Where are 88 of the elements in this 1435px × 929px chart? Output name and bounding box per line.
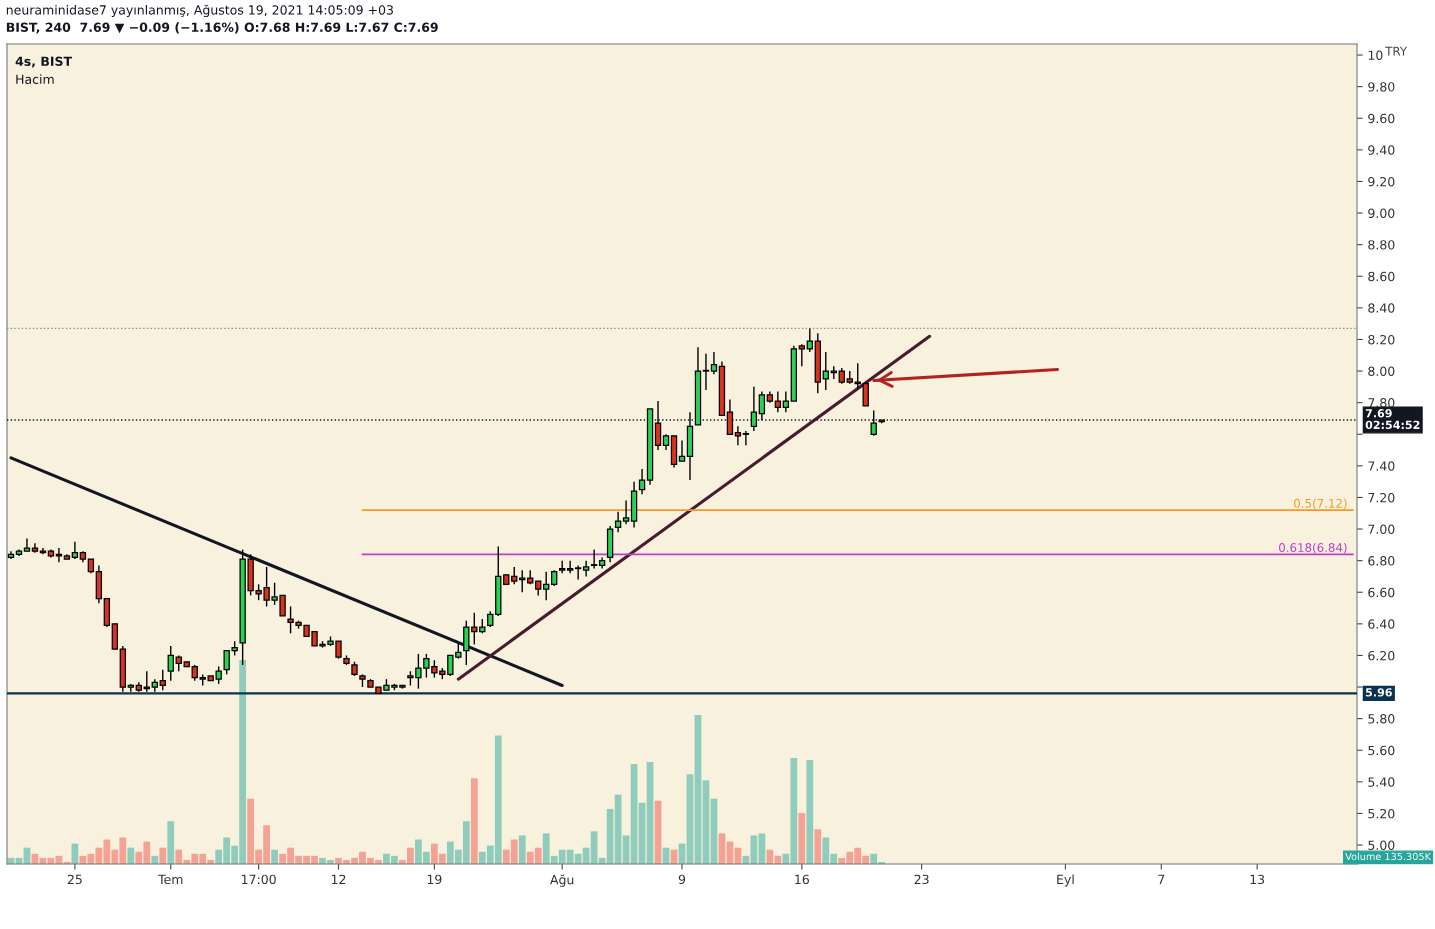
candlestick <box>862 381 869 407</box>
annotation: 4s, BIST <box>15 56 72 68</box>
y-tick-label: 5.00 <box>1368 840 1395 850</box>
annotation: Hacim <box>16 74 54 85</box>
y-tick-label: 7.00 <box>1368 524 1395 534</box>
y-tick-label: 5.80 <box>1368 714 1395 724</box>
bar <box>159 847 167 864</box>
chart-title: neuraminidase7 yayınlanmış, Ağustos 19, 2021 14:05:09 +03 <box>6 4 393 18</box>
y-tick-label: 9.80 <box>1368 82 1395 92</box>
y-axis-title: TRY <box>1385 46 1408 56</box>
candlestick <box>127 683 134 693</box>
bar <box>814 829 822 864</box>
y-tick-label: 6.40 <box>1368 619 1395 629</box>
candlestick <box>870 409 877 437</box>
candlestick <box>774 390 782 413</box>
candlestick <box>758 390 766 421</box>
y-tick-label: 5.40 <box>1368 777 1395 787</box>
y-tick-label: 9.00 <box>1368 208 1395 218</box>
bar <box>470 778 478 864</box>
y-tick-label: 10 <box>1368 50 1383 60</box>
y-tick-label: 6.20 <box>1368 650 1395 661</box>
y-tick-label: 7.80 <box>1368 398 1395 408</box>
annotation: Volume 135.305K <box>1345 852 1432 861</box>
chart-subtitle: BIST, 240 7.69 ▼ −0.09 (−1.16%) O:7.68 H:7.69 L:7.67 C:7.69 <box>6 22 438 34</box>
x-tick-label: 16 <box>795 874 809 885</box>
candlestick <box>822 351 829 391</box>
x-tick-label: 13 <box>1250 874 1265 885</box>
bar <box>167 821 175 864</box>
candlestick <box>622 499 630 526</box>
candlestick <box>638 468 646 495</box>
bar <box>798 813 806 864</box>
x-tick-label: 17:00 <box>241 874 276 885</box>
y-tick-label: 6.60 <box>1368 587 1395 598</box>
series-label: 0.5(7.12) <box>1294 498 1347 510</box>
y-tick-label: 6.80 <box>1368 556 1395 566</box>
y-tick-label: 8.80 <box>1368 240 1395 250</box>
candlestick <box>734 425 742 447</box>
candlestick <box>678 439 686 462</box>
bar <box>806 759 814 864</box>
y-tick-label: 8.00 <box>1368 366 1395 376</box>
candlestick <box>574 564 582 581</box>
candlestick <box>702 352 710 391</box>
y-tick-label: 7.20 <box>1368 492 1395 503</box>
y-tick-label: 7.40 <box>1368 461 1395 471</box>
y-tick-label: 8.20 <box>1368 334 1395 345</box>
candlestick <box>654 400 662 451</box>
y-tick-label: 8.60 <box>1368 271 1395 282</box>
candlestick <box>543 571 550 601</box>
candlestick <box>710 351 718 375</box>
candlestick <box>55 547 63 563</box>
candlestick <box>726 398 734 435</box>
candlestick <box>167 645 174 682</box>
ref-line-label: 5.96 <box>1365 688 1392 697</box>
candlestick <box>582 559 590 578</box>
candlestick <box>159 668 166 691</box>
bar <box>127 847 135 864</box>
bar <box>518 835 526 864</box>
x-tick-label: 9 <box>678 874 686 885</box>
x-tick-label: 23 <box>914 874 929 885</box>
y-tick-label: 9.40 <box>1368 145 1395 155</box>
x-tick-label: 12 <box>331 874 346 884</box>
y-tick-label: 5.20 <box>1368 808 1395 819</box>
x-tick-label: 7 <box>1158 874 1165 884</box>
ref-line-label: 7.69 02:54:52 <box>1365 409 1420 430</box>
x-tick-label: Eyl <box>1057 874 1074 887</box>
x-tick-label: 19 <box>427 874 442 885</box>
candlestick <box>558 559 566 574</box>
x-tick-label: Tem <box>158 874 183 885</box>
y-tick-label: 9.20 <box>1368 176 1395 187</box>
series-label: 0.618(6.84) <box>1279 542 1347 554</box>
candlestick <box>798 343 806 368</box>
candlestick <box>782 390 790 413</box>
y-tick-label: 9.60 <box>1368 113 1395 124</box>
candlestick <box>614 510 622 533</box>
candlestick <box>566 559 574 574</box>
bar <box>271 849 278 864</box>
y-tick-label: 5.60 <box>1368 745 1395 756</box>
y-tick-label: 8.40 <box>1368 303 1395 313</box>
candlestick <box>750 386 758 432</box>
candlestick <box>519 569 526 593</box>
candlestick <box>854 362 861 390</box>
candlestick <box>742 430 750 447</box>
candlestick <box>143 670 150 693</box>
candlestick <box>71 540 79 560</box>
x-tick-label: Ağu <box>550 874 574 887</box>
candlestick <box>590 548 598 570</box>
x-tick-label: 25 <box>67 874 82 885</box>
candlestick <box>806 327 813 353</box>
